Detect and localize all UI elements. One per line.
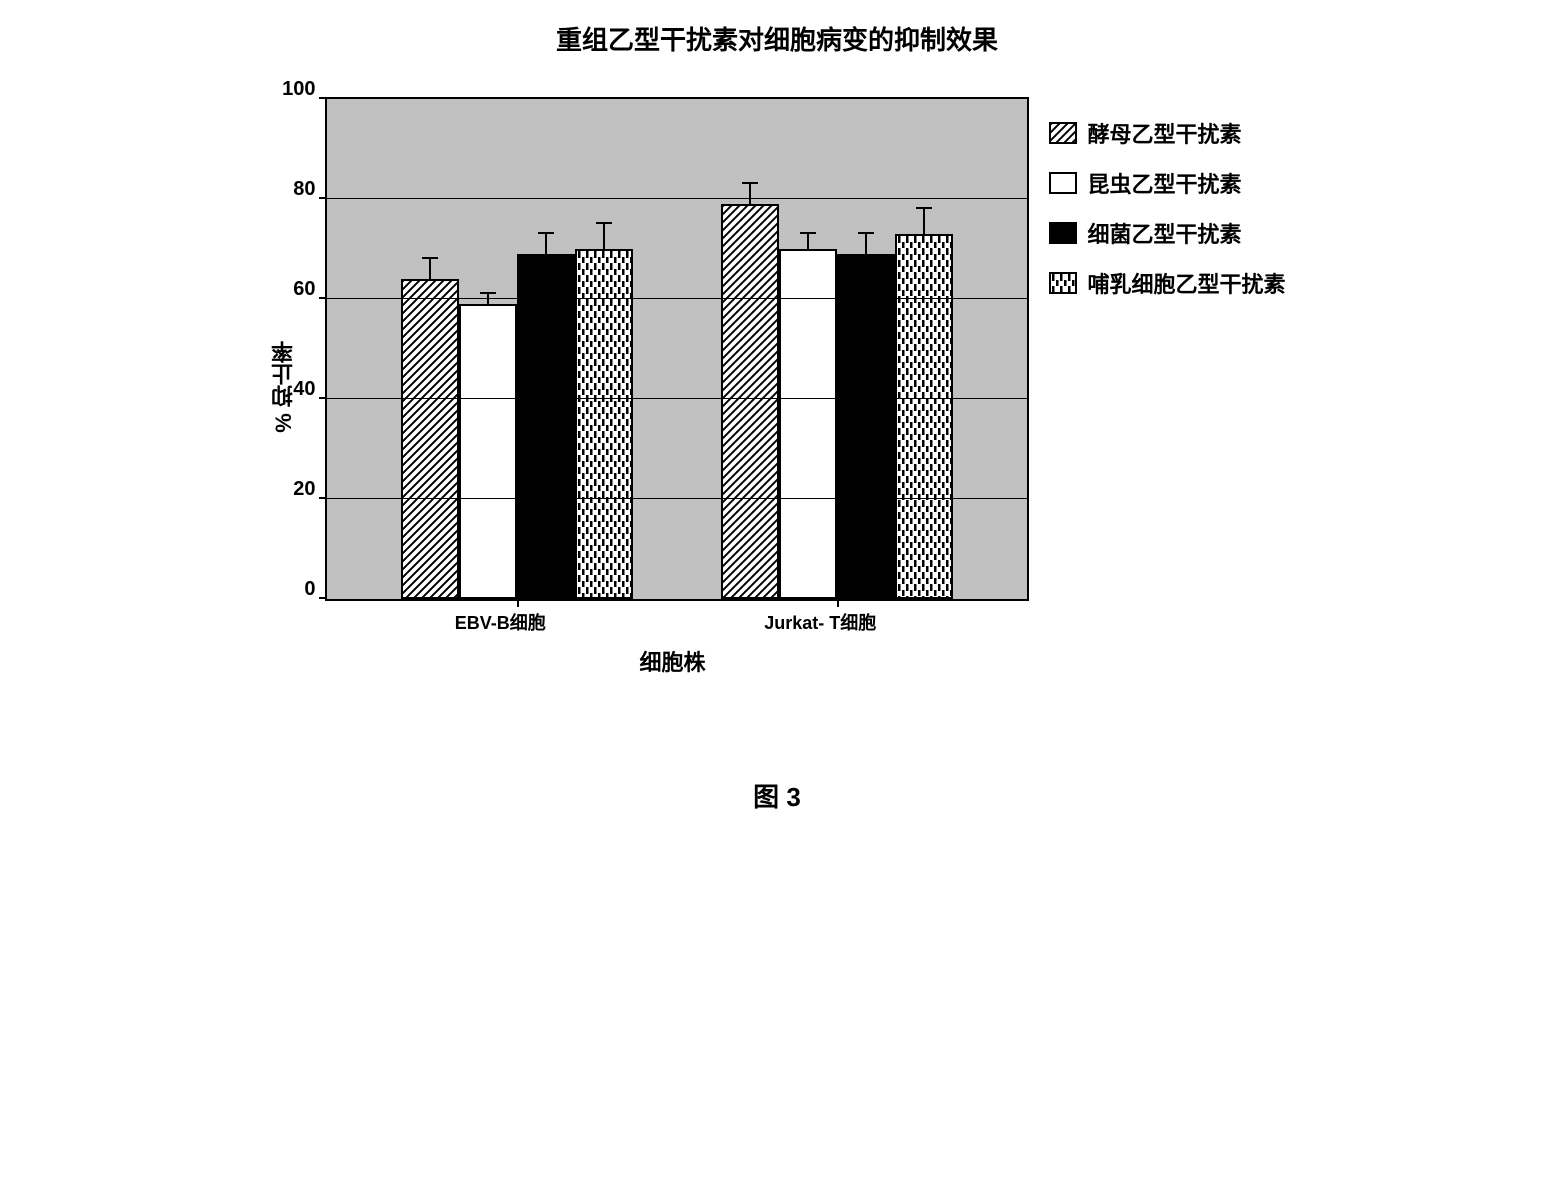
bar xyxy=(837,254,895,599)
y-tick-mark xyxy=(319,297,327,299)
chart-area: % 抑止率 100806040200 EBV-B细胞Jurkat- T细胞 细胞… xyxy=(20,97,1534,677)
error-bar xyxy=(545,234,547,254)
error-bar xyxy=(487,294,489,304)
plot-box xyxy=(325,97,1029,601)
bar xyxy=(401,279,459,599)
legend-item: 昆虫乙型干扰素 xyxy=(1049,167,1285,199)
figure-label: 图 3 xyxy=(753,777,801,814)
bar xyxy=(721,204,779,599)
x-tick-mark xyxy=(517,599,519,607)
error-cap xyxy=(480,292,496,294)
legend-item: 酵母乙型干扰素 xyxy=(1049,117,1285,149)
bar-wrapper xyxy=(401,99,459,599)
x-tick-mark xyxy=(837,599,839,607)
legend-label: 酵母乙型干扰素 xyxy=(1087,117,1241,149)
legend-swatch xyxy=(1049,122,1077,144)
gridline xyxy=(327,298,1027,299)
error-bar xyxy=(807,234,809,249)
bar xyxy=(575,249,633,599)
bar-wrapper xyxy=(517,99,575,599)
error-cap xyxy=(596,222,612,224)
bar-group xyxy=(721,99,953,599)
bar-wrapper xyxy=(459,99,517,599)
bar-wrapper xyxy=(721,99,779,599)
x-tick-labels: EBV-B细胞 Jurkat- T细胞 xyxy=(315,601,1015,635)
y-tick-mark xyxy=(319,97,327,99)
bar xyxy=(459,304,517,599)
x-tick-label: EBV-B细胞 xyxy=(455,609,546,635)
error-bar xyxy=(865,234,867,254)
x-axis-label: 细胞株 xyxy=(315,645,1029,677)
error-bar xyxy=(749,184,751,204)
bar xyxy=(895,234,953,599)
error-cap xyxy=(800,232,816,234)
bar xyxy=(779,249,837,599)
error-bar xyxy=(923,209,925,234)
y-tick-mark xyxy=(319,397,327,399)
bar-wrapper xyxy=(779,99,837,599)
y-tick-mark xyxy=(319,197,327,199)
plot-region: 100806040200 EBV-B细胞 Jurkat- T细胞 细胞株 xyxy=(315,97,1029,677)
bar xyxy=(517,254,575,599)
error-cap xyxy=(422,257,438,259)
gridline xyxy=(327,398,1027,399)
legend-swatch xyxy=(1049,272,1077,294)
bars-area xyxy=(327,99,1027,599)
plot-wrapper: % 抑止率 100806040200 EBV-B细胞Jurkat- T细胞 细胞… xyxy=(268,97,1029,677)
y-tick-mark xyxy=(319,597,327,599)
legend-item: 哺乳细胞乙型干扰素 xyxy=(1049,267,1285,299)
bar-group xyxy=(401,99,633,599)
error-bar xyxy=(603,224,605,249)
error-cap xyxy=(916,207,932,209)
gridline xyxy=(327,198,1027,199)
legend: 酵母乙型干扰素昆虫乙型干扰素细菌乙型干扰素哺乳细胞乙型干扰素 xyxy=(1049,117,1285,317)
legend-label: 昆虫乙型干扰素 xyxy=(1087,167,1241,199)
x-tick-label: Jurkat- T细胞 xyxy=(764,609,876,635)
plot-with-yaxis: 100806040200 xyxy=(315,97,1029,601)
error-cap xyxy=(742,182,758,184)
error-cap xyxy=(538,232,554,234)
legend-item: 细菌乙型干扰素 xyxy=(1049,217,1285,249)
legend-swatch xyxy=(1049,222,1077,244)
bar-wrapper xyxy=(895,99,953,599)
bar-wrapper xyxy=(837,99,895,599)
legend-label: 细菌乙型干扰素 xyxy=(1087,217,1241,249)
error-bar xyxy=(429,259,431,279)
legend-label: 哺乳细胞乙型干扰素 xyxy=(1087,267,1285,299)
error-cap xyxy=(858,232,874,234)
legend-swatch xyxy=(1049,172,1077,194)
chart-container: 重组乙型干扰素对细胞病变的抑制效果 % 抑止率 100806040200 EBV… xyxy=(20,20,1534,814)
y-tick-mark xyxy=(319,497,327,499)
bar-wrapper xyxy=(575,99,633,599)
gridline xyxy=(327,498,1027,499)
chart-title: 重组乙型干扰素对细胞病变的抑制效果 xyxy=(556,20,998,57)
